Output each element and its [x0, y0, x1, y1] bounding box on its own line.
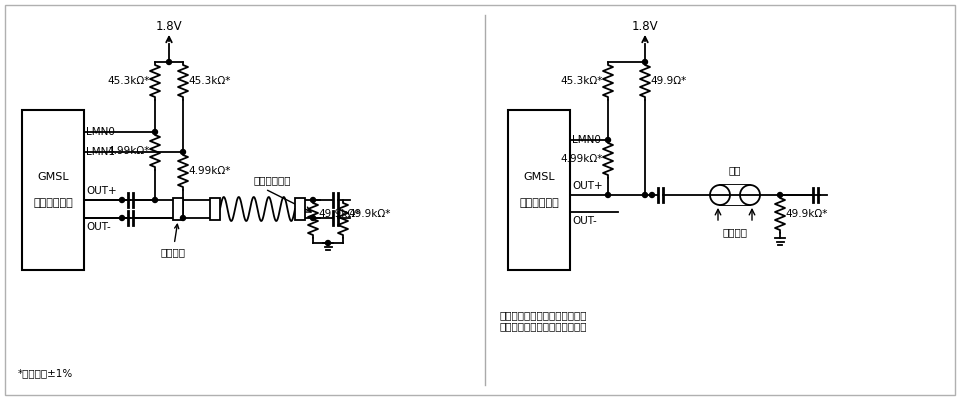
Circle shape	[778, 192, 782, 198]
Text: 45.3kΩ*: 45.3kΩ*	[188, 76, 230, 86]
Circle shape	[310, 216, 316, 220]
Text: OUT-: OUT-	[572, 216, 597, 226]
Text: ツイストペア: ツイストペア	[253, 175, 291, 185]
Text: OUT+: OUT+	[572, 181, 603, 191]
Circle shape	[119, 216, 125, 220]
Text: 同軸: 同軸	[729, 165, 741, 175]
Bar	[295, 198, 305, 220]
Text: LMN1: LMN1	[86, 147, 115, 157]
Circle shape	[119, 198, 125, 202]
Text: GMSL: GMSL	[37, 172, 69, 182]
Text: 1.8V: 1.8V	[632, 20, 659, 34]
Text: 45.3kΩ*: 45.3kΩ*	[561, 76, 603, 86]
Text: 未使用のラインフォルト入力は
未接続のままにしてください。: 未使用のラインフォルト入力は 未接続のままにしてください。	[500, 310, 588, 332]
Text: LMN0: LMN0	[572, 135, 601, 145]
Text: GMSL: GMSL	[523, 172, 555, 182]
Circle shape	[642, 192, 647, 198]
Text: LMN0: LMN0	[86, 127, 115, 137]
Circle shape	[606, 138, 611, 142]
Bar	[720, 185, 750, 205]
Text: シリアライザ: シリアライザ	[519, 198, 559, 208]
Text: 49.9Ω*: 49.9Ω*	[650, 76, 686, 86]
Text: OUT+: OUT+	[86, 186, 116, 196]
Circle shape	[650, 192, 655, 198]
Text: 4.99kΩ*: 4.99kΩ*	[108, 146, 150, 156]
Text: OUT-: OUT-	[86, 222, 110, 232]
Bar	[508, 110, 570, 270]
Text: 49.9kΩ*: 49.9kΩ*	[318, 209, 360, 219]
Bar	[210, 198, 220, 220]
Circle shape	[153, 130, 157, 134]
Circle shape	[642, 60, 647, 64]
Bar	[22, 110, 84, 270]
Circle shape	[325, 240, 330, 246]
Circle shape	[606, 192, 611, 198]
Ellipse shape	[710, 185, 730, 205]
Ellipse shape	[740, 185, 760, 205]
Circle shape	[180, 150, 185, 154]
Text: *許容誤差±1%: *許容誤差±1%	[18, 368, 73, 378]
Text: 4.99kΩ*: 4.99kΩ*	[188, 166, 230, 176]
Text: コネクタ: コネクタ	[723, 227, 748, 237]
Text: シリアライザ: シリアライザ	[34, 198, 73, 208]
Circle shape	[310, 198, 316, 202]
Text: 4.99kΩ*: 4.99kΩ*	[561, 154, 603, 164]
Text: コネクタ: コネクタ	[160, 224, 185, 257]
Text: 49.9kΩ*: 49.9kΩ*	[348, 209, 391, 219]
Circle shape	[180, 216, 185, 220]
Circle shape	[166, 60, 172, 64]
Text: 49.9kΩ*: 49.9kΩ*	[785, 209, 828, 219]
Text: 1.8V: 1.8V	[156, 20, 182, 34]
Bar	[173, 198, 183, 220]
Text: 45.3kΩ*: 45.3kΩ*	[108, 76, 150, 86]
Circle shape	[153, 198, 157, 202]
